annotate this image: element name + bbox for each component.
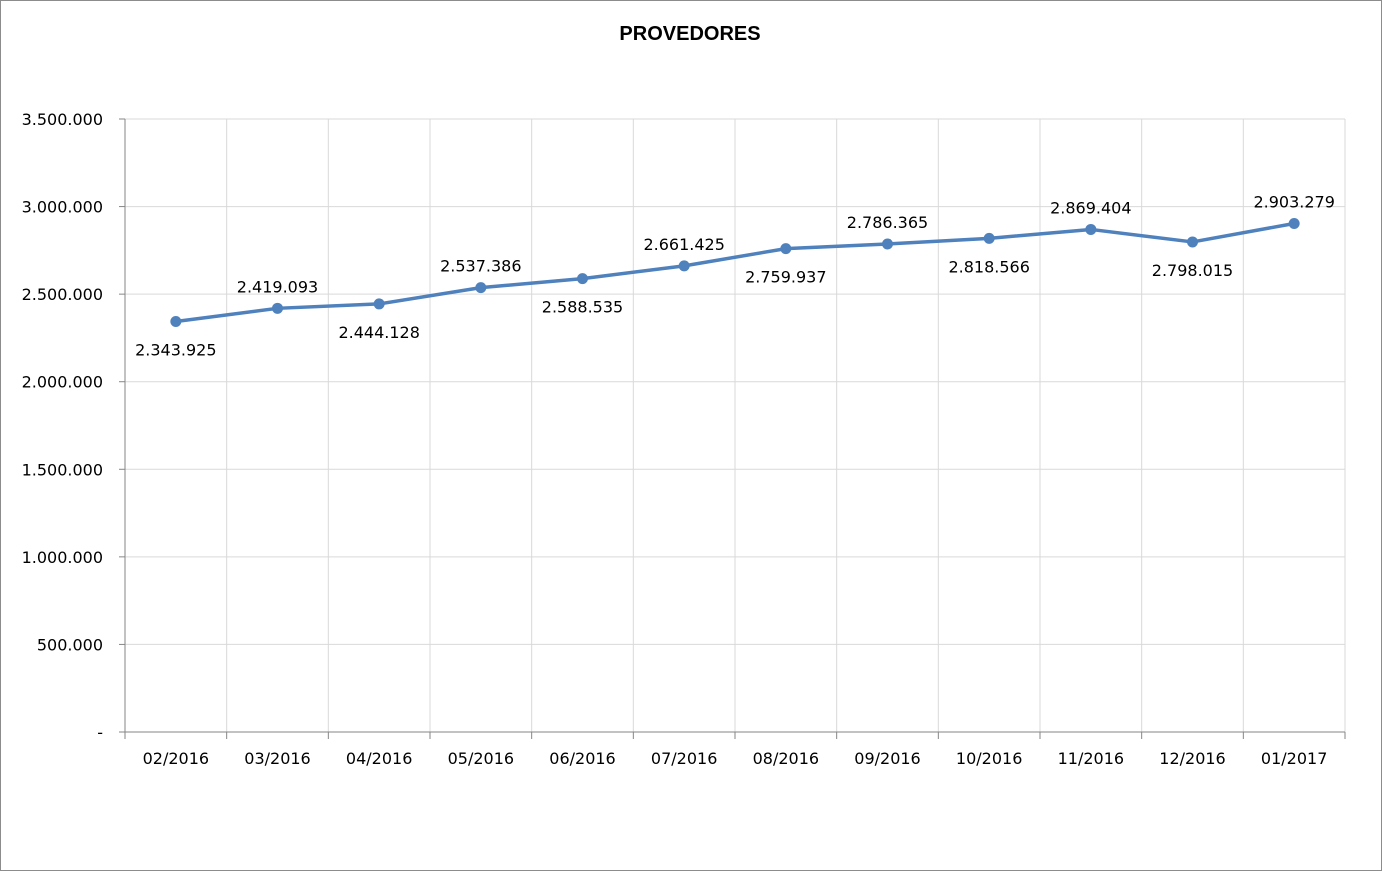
x-tick-label: 07/2016 xyxy=(651,749,717,768)
data-label: 2.798.015 xyxy=(1152,261,1233,280)
series-line-path xyxy=(175,221,1295,324)
x-tick-label: 04/2016 xyxy=(346,749,412,768)
x-tick-label: 10/2016 xyxy=(956,749,1022,768)
x-tick-label: 08/2016 xyxy=(753,749,819,768)
x-tick-label: 11/2016 xyxy=(1058,749,1124,768)
data-point xyxy=(780,243,792,255)
x-tick-label: 01/2017 xyxy=(1261,749,1327,768)
x-tick-label: 02/2016 xyxy=(143,749,209,768)
data-label: 2.588.535 xyxy=(542,298,623,317)
y-tick-label: 500.000 xyxy=(37,635,103,654)
data-label: 2.786.365 xyxy=(847,213,928,232)
y-tick-label: 3.500.000 xyxy=(22,110,103,129)
y-tick-label: 2.500.000 xyxy=(22,285,103,304)
data-point xyxy=(1187,236,1198,248)
y-tick-label: 1.000.000 xyxy=(22,548,103,567)
data-label: 2.869.404 xyxy=(1050,198,1131,217)
x-tick-label: 09/2016 xyxy=(854,749,920,768)
data-label: 2.759.937 xyxy=(745,268,826,287)
data-point xyxy=(272,302,283,314)
y-tick-label: 2.000.000 xyxy=(22,373,103,392)
axes: - 500.000 1.000.000 1.500.000 2.000.000 2.500… xyxy=(22,110,1346,768)
data-point xyxy=(577,273,588,285)
data-point xyxy=(373,298,385,310)
x-tick-label: 06/2016 xyxy=(549,749,615,768)
data-labels: 2.343.925 2.419.093 2.444.128 2.537.386 2.58… xyxy=(135,193,1335,360)
y-tick-label: - xyxy=(97,723,103,742)
data-label: 2.903.279 xyxy=(1253,193,1334,212)
data-point xyxy=(882,238,893,250)
gridlines xyxy=(125,118,1346,732)
data-point xyxy=(170,315,182,327)
y-tick-label: 1.500.000 xyxy=(22,460,103,479)
chart-title: PROVEDORES xyxy=(619,23,760,45)
data-point xyxy=(678,260,690,272)
data-point xyxy=(475,282,487,294)
data-label: 2.537.386 xyxy=(440,257,521,276)
x-tick-label: 12/2016 xyxy=(1159,749,1225,768)
data-label: 2.343.925 xyxy=(135,340,216,359)
data-label: 2.661.425 xyxy=(643,235,724,254)
data-label: 2.419.093 xyxy=(237,277,318,296)
x-tick-label: 03/2016 xyxy=(244,749,310,768)
data-label: 2.818.566 xyxy=(948,257,1029,276)
data-label: 2.444.128 xyxy=(338,323,419,342)
data-point xyxy=(1288,218,1300,230)
y-tick-label: 3.000.000 xyxy=(22,198,103,217)
series-line xyxy=(170,218,1300,327)
x-tick-label: 05/2016 xyxy=(448,749,514,768)
data-point xyxy=(983,232,995,244)
data-point xyxy=(1085,223,1097,235)
